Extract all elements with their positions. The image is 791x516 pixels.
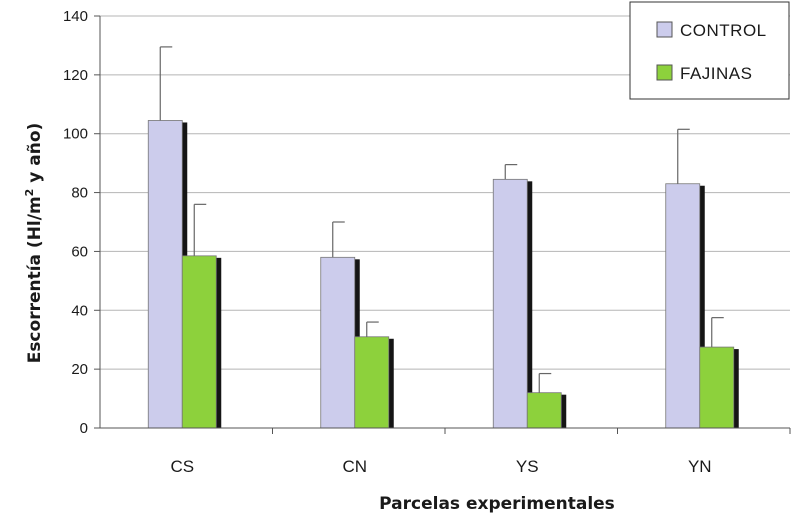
bar-fajinas-yn <box>699 346 735 429</box>
legend-swatch-fajinas <box>656 64 673 81</box>
bar-fajinas-cs <box>181 255 217 429</box>
y-axis-ticks: 0 20 40 60 80 100 120 140 <box>63 8 100 437</box>
bars <box>147 46 739 429</box>
y-tick-label: 120 <box>63 67 88 84</box>
bar-fajinas-cn <box>354 336 390 429</box>
x-category-label: CN <box>342 457 367 476</box>
y-tick-label: 40 <box>71 302 88 319</box>
y-axis-title-superscript: 2 <box>23 189 36 197</box>
legend-label-control: CONTROL <box>680 21 767 40</box>
bar-shadow <box>561 394 567 428</box>
legend-box <box>629 1 790 100</box>
y-axis-title: Escorrentía (Hl/m2 y año) <box>23 123 45 364</box>
y-tick-label: 80 <box>71 185 88 202</box>
legend-label-fajinas: FAJINAS <box>680 64 752 83</box>
x-axis-title: Parcelas experimentales <box>379 494 615 514</box>
legend: CONTROL FAJINAS <box>629 1 790 100</box>
y-tick-label: 20 <box>71 361 88 378</box>
bar-fajinas-ys <box>526 392 562 429</box>
y-tick-label: 100 <box>63 126 88 143</box>
x-category-label: YS <box>516 457 539 476</box>
bar-control-cn <box>320 256 356 429</box>
bar-shadow <box>699 185 705 428</box>
bar-shadow <box>216 257 222 428</box>
bar-control-yn <box>665 183 701 429</box>
legend-swatch-control <box>656 21 673 38</box>
bar-control-ys <box>492 178 528 429</box>
x-axis-categories: CS CN YS YN <box>170 428 791 476</box>
bar-shadow <box>388 338 394 428</box>
y-tick-label: 0 <box>80 420 88 437</box>
y-axis-title-end: y año) <box>25 123 45 189</box>
bar-shadow <box>527 181 533 428</box>
x-category-label: CS <box>170 457 194 476</box>
y-axis-title-main: Escorrentía (Hl/m <box>25 196 45 363</box>
bar-control-cs <box>147 120 183 429</box>
bar-shadow <box>733 349 739 428</box>
y-tick-label: 60 <box>71 243 88 260</box>
x-category-label: YN <box>688 457 712 476</box>
y-tick-label: 140 <box>63 8 88 25</box>
